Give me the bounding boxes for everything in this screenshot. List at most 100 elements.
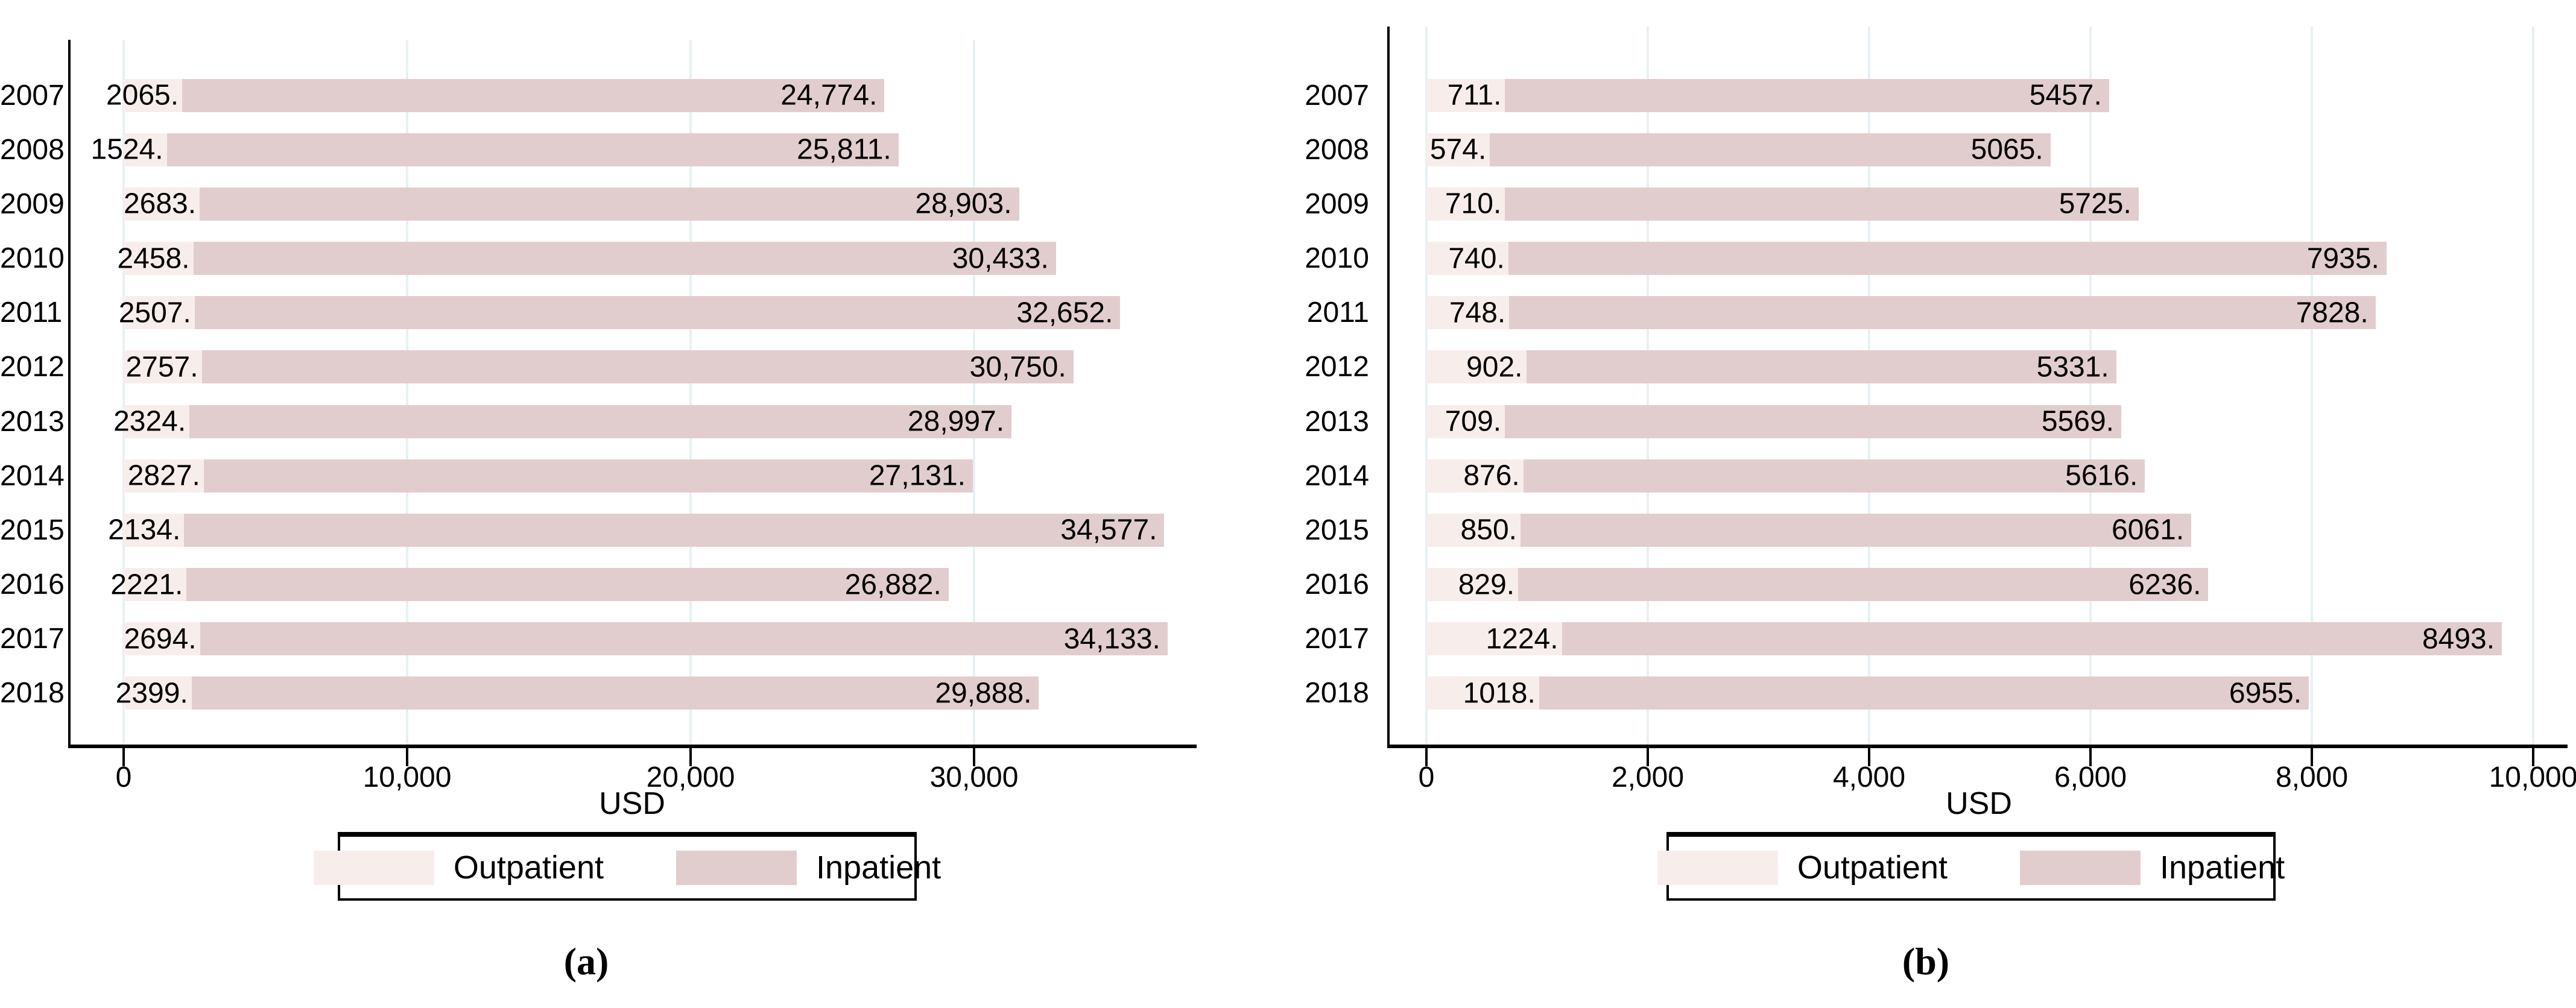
outpatient-bar-segment — [1426, 405, 1505, 438]
year-label: 2018 — [0, 677, 65, 710]
inpatient-value-label: 28,997. — [907, 405, 1005, 438]
year-label: 2018 — [1305, 677, 1369, 710]
inpatient-value-label: 34,133. — [1063, 623, 1160, 655]
year-label: 2014 — [0, 459, 65, 492]
outpatient-legend-swatch — [1657, 850, 1778, 885]
inpatient-bar-segment — [1518, 568, 2209, 602]
outpatient-bar-segment — [1426, 133, 1490, 166]
outpatient-value-label: 829. — [1458, 569, 1515, 601]
gridline — [406, 40, 408, 745]
outpatient-value-label: 710. — [1445, 187, 1502, 220]
outpatient-legend-label: Outpatient — [453, 849, 604, 886]
gridline — [2532, 27, 2534, 745]
x-axis-tick — [2089, 745, 2092, 766]
gridline — [1425, 27, 1428, 745]
outpatient-bar-segment — [1426, 459, 1524, 493]
year-label: 2017 — [1305, 623, 1369, 655]
inpatient-bar-segment — [200, 622, 1168, 656]
inpatient-value-label: 5331. — [2036, 351, 2109, 383]
plot-area-a: 0 10,000 20,000 30,000 2007 2065. 24,774. 2008 1… — [0, 40, 1197, 793]
outpatient-value-label: 1524. — [90, 133, 163, 166]
outpatient-value-label: 748. — [1449, 297, 1506, 329]
x-axis-title: USD — [599, 786, 665, 821]
inpatient-value-label: 25,811. — [797, 133, 891, 166]
outpatient-bar-segment — [124, 242, 194, 276]
plot-area-b: 0 2,000 4,000 6,000 8,000 10,000 2007 711. 5457.… — [1288, 0, 2576, 1008]
outpatient-value-label: 2694. — [124, 623, 197, 655]
outpatient-value-label: 2065. — [106, 79, 179, 112]
outpatient-value-label: 2827. — [127, 459, 200, 492]
gridline — [689, 40, 692, 745]
x-axis-tick-label: 8,000 — [2275, 761, 2349, 793]
outpatient-value-label: 850. — [1460, 514, 1517, 546]
inpatient-bar-segment — [1505, 78, 2109, 112]
inpatient-value-label: 5065. — [1970, 133, 2043, 166]
x-axis-tick — [973, 745, 975, 766]
inpatient-bar-segment — [1490, 133, 2051, 166]
gridline — [1647, 27, 1649, 745]
inpatient-bar-segment — [189, 405, 1012, 438]
inpatient-value-label: 5725. — [2059, 187, 2131, 220]
x-axis-tick-label: 4,000 — [1832, 761, 1906, 793]
outpatient-value-label: 709. — [1445, 405, 1502, 438]
outpatient-value-label: 876. — [1463, 459, 1520, 492]
gridline — [122, 40, 125, 745]
inpatient-bar-segment — [1508, 242, 2387, 276]
outpatient-legend-swatch — [313, 850, 434, 885]
inpatient-value-label: 7935. — [2306, 242, 2379, 275]
x-axis-tick — [2311, 745, 2313, 766]
year-label: 2015 — [0, 514, 65, 546]
outpatient-bar-segment — [124, 133, 167, 166]
outpatient-bar-segment — [124, 78, 183, 112]
inpatient-bar-segment — [1509, 296, 2376, 330]
year-label: 2010 — [1305, 242, 1369, 275]
outpatient-bar-segment — [1426, 296, 1510, 330]
inpatient-bar-segment — [203, 459, 973, 493]
y-axis-line — [1387, 27, 1390, 748]
x-axis-title: USD — [1946, 786, 2012, 821]
inpatient-value-label: 30,750. — [969, 351, 1066, 383]
year-label: 2011 — [0, 297, 63, 329]
inpatient-bar-segment — [1539, 676, 2309, 710]
x-axis-tick — [689, 745, 692, 766]
outpatient-bar-segment — [1426, 78, 1505, 112]
inpatient-value-label: 8493. — [2422, 623, 2495, 655]
outpatient-bar-segment — [124, 459, 204, 493]
year-label: 2008 — [0, 133, 65, 166]
x-axis-tick-label: 0 — [115, 761, 132, 793]
legend: Outpatient Inpatient — [313, 832, 941, 901]
chart-panel-a: 0 10,000 20,000 30,000 2007 2065. 24,774. 2008 1… — [0, 40, 1197, 983]
x-axis-tick-label: 10,000 — [2489, 761, 2576, 793]
inpatient-bar-segment — [1520, 513, 2192, 547]
year-label: 2016 — [1305, 569, 1369, 601]
year-label: 2008 — [1305, 133, 1369, 166]
outpatient-value-label: 740. — [1448, 242, 1505, 275]
year-label: 2013 — [0, 405, 65, 438]
inpatient-value-label: 7828. — [2296, 297, 2369, 329]
outpatient-bar-segment — [124, 622, 200, 656]
outpatient-value-label: 574. — [1429, 133, 1487, 166]
inpatient-bar-segment — [1505, 187, 2139, 221]
inpatient-value-label: 6955. — [2229, 677, 2302, 710]
year-label: 2010 — [0, 242, 65, 275]
inpatient-value-label: 26,882. — [844, 569, 941, 601]
inpatient-value-label: 5616. — [2065, 459, 2138, 492]
year-label: 2009 — [0, 187, 65, 220]
inpatient-value-label: 32,652. — [1016, 297, 1113, 329]
x-axis-tick-label: 30,000 — [929, 761, 1019, 793]
inpatient-bar-segment — [1505, 405, 2121, 438]
x-axis-tick-label: 6,000 — [2054, 761, 2127, 793]
inpatient-legend-swatch — [2020, 850, 2141, 885]
chart-panel-b: 0 2,000 4,000 6,000 8,000 10,000 2007 711. 5457.… — [1288, 0, 2576, 1008]
inpatient-value-label: 5457. — [2029, 79, 2102, 112]
inpatient-bar-segment — [1526, 350, 2116, 384]
gridline — [1868, 27, 1870, 745]
outpatient-bar-segment — [124, 296, 195, 330]
outpatient-value-label: 1224. — [1486, 623, 1559, 655]
outpatient-value-label: 2757. — [125, 351, 198, 383]
inpatient-bar-segment — [182, 78, 885, 112]
y-axis-line — [68, 40, 71, 748]
inpatient-value-label: 6061. — [2112, 514, 2185, 546]
outpatient-bar-segment — [1426, 242, 1508, 276]
